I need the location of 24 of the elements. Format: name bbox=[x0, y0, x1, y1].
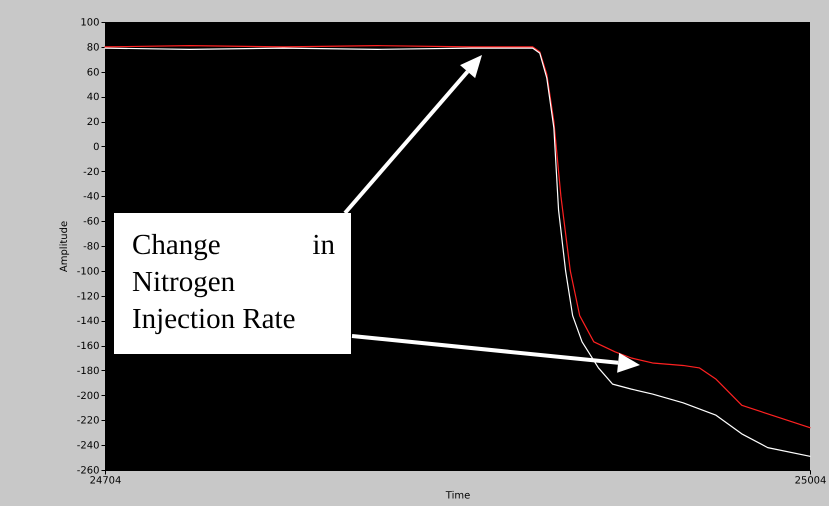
y-tick-label: -120 bbox=[76, 291, 100, 302]
y-tick-label: -180 bbox=[76, 366, 100, 377]
y-tick-label: -200 bbox=[76, 390, 100, 402]
y-tick-label: -20 bbox=[83, 166, 100, 178]
y-tick-label: -240 bbox=[76, 440, 100, 452]
y-tick-label: -140 bbox=[76, 316, 100, 328]
y-tick-label: -80 bbox=[83, 242, 100, 252]
y-tick-label: -60 bbox=[83, 216, 100, 228]
x-axis-title: Time bbox=[444, 490, 470, 502]
y-tick-label: 20 bbox=[86, 117, 100, 128]
x-tick-label: 25004 bbox=[794, 476, 826, 486]
y-tick-label: 60 bbox=[86, 67, 100, 78]
y-tick-label: -40 bbox=[83, 192, 100, 203]
text-box: Change in Nitrogen Injection Rate bbox=[114, 213, 351, 354]
x-tick-label: 24704 bbox=[90, 476, 122, 486]
y-axis-title: Amplitude bbox=[58, 220, 70, 272]
y-tick-label: -260 bbox=[76, 466, 100, 476]
y-tick-label: 100 bbox=[80, 18, 100, 28]
y-tick-label: 40 bbox=[86, 92, 100, 104]
y-tick-label: -160 bbox=[76, 341, 100, 352]
y-tick-label: -100 bbox=[76, 266, 100, 278]
y-tick-label: -220 bbox=[76, 416, 100, 427]
y-tick-label: 0 bbox=[93, 142, 100, 153]
y-tick-label: 80 bbox=[86, 42, 100, 54]
